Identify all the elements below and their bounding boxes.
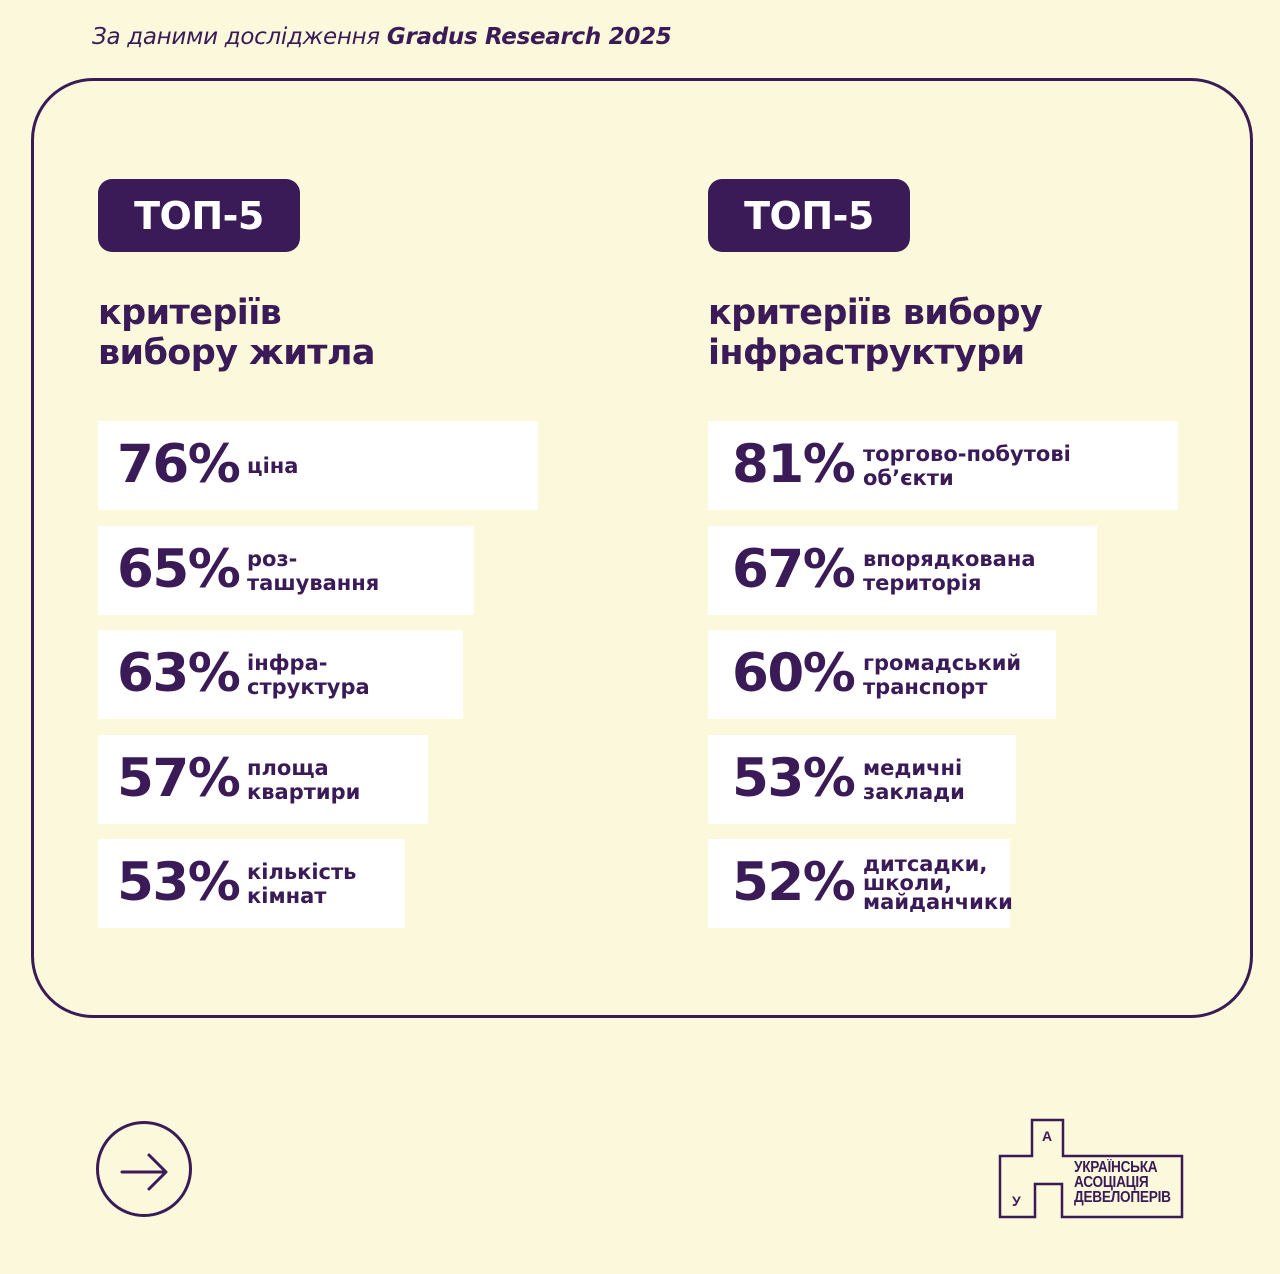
bar: 76% ціна	[98, 421, 538, 510]
bar: 52% дитсадки, школи, майданчики	[708, 839, 1013, 928]
bar-label-line: впорядкована	[863, 547, 1036, 571]
bar-label: кількість кімнат	[247, 860, 356, 908]
bar: 81% торгово-побутові об’єкти	[708, 421, 1178, 510]
next-slide-button[interactable]	[96, 1121, 192, 1217]
bar-label-line: структура	[247, 675, 370, 699]
arrow-right-icon	[120, 1153, 168, 1191]
bar-label-line: кількість	[247, 860, 357, 884]
bar-label: громадський транспорт	[863, 651, 1021, 699]
bar-label-line: площа	[247, 756, 329, 780]
bar-label-line: квартири	[247, 780, 361, 804]
bar-label-line: громадський	[863, 651, 1022, 675]
bar-label: торгово-побутові об’єкти	[863, 442, 1071, 490]
panel-heading-line: вибору житла	[98, 333, 376, 373]
panel-heading-line: критеріїв	[98, 293, 282, 333]
bar-label-line: торгово-побутові	[863, 442, 1071, 466]
bar: 53% кількість кімнат	[98, 839, 405, 928]
logo-line: УКРАЇНСЬКА	[1074, 1159, 1158, 1176]
bar: 67% впорядкована територія	[708, 526, 1097, 615]
bar-label: площа квартири	[247, 756, 360, 804]
bar-label: впорядкована територія	[863, 547, 1036, 595]
bar-label: дитсадки, школи, майданчики	[863, 852, 1013, 914]
bar-value: 65%	[117, 539, 241, 600]
bar-label-line: територія	[863, 571, 982, 595]
bar-value: 53%	[732, 748, 856, 809]
bar-label-line: майданчики	[863, 890, 1013, 914]
bar-label-line: дитсадки,	[863, 852, 988, 876]
bar-label: медичні заклади	[863, 756, 965, 804]
bar-value: 57%	[117, 748, 241, 809]
bar-label: інфра-структура	[247, 651, 370, 699]
bar-label-line: інфра-	[247, 651, 328, 675]
bar-value: 60%	[732, 643, 856, 704]
bar-label: ціна	[247, 454, 298, 478]
bar-label-line: ціна	[247, 454, 299, 478]
panel-heading-line: критеріїв вибору	[708, 293, 1043, 333]
bar-value: 67%	[732, 539, 856, 600]
bar-label-line: школи,	[863, 871, 953, 895]
bar: 60% громадський транспорт	[708, 630, 1056, 719]
logo-letter-a: А	[1042, 1128, 1053, 1144]
bar-value: 53%	[117, 852, 241, 913]
source-highlight: Gradus Research 2025	[386, 24, 672, 50]
bar-value: 52%	[732, 852, 856, 913]
source-note: За даними дослідження Gradus Research 20…	[92, 24, 672, 50]
logo-wordmark: УКРАЇНСЬКА АСОЦІАЦІЯ ДЕВЕЛОПЕРІВ	[1074, 1159, 1171, 1206]
panel-heading-line: інфраструктури	[708, 333, 1025, 373]
house-icon	[998, 1118, 1184, 1219]
bar-label-line: транспорт	[863, 675, 988, 699]
bar-label-line: заклади	[863, 780, 965, 804]
association-logo: А У УКРАЇНСЬКА АСОЦІАЦІЯ ДЕВЕЛОПЕРІВ	[998, 1118, 1184, 1220]
bar-label: роз-ташування	[247, 547, 379, 595]
bar-label-line: ташування	[247, 571, 380, 595]
bar-label-line: кімнат	[247, 884, 327, 908]
panel-heading: критеріїв вибору інфраструктури	[708, 293, 1043, 373]
logo-letter-u: У	[1012, 1193, 1021, 1209]
bar: 57% площа квартири	[98, 735, 428, 824]
source-prefix: За даними дослідження	[92, 24, 387, 50]
bar-value: 76%	[117, 434, 241, 495]
bar: 53% медичні заклади	[708, 735, 1016, 824]
logo-line: ДЕВЕЛОПЕРІВ	[1074, 1189, 1171, 1206]
bar-value: 81%	[732, 434, 856, 495]
bar-value: 63%	[117, 643, 241, 704]
top5-badge: ТОП-5	[98, 179, 300, 252]
top5-badge: ТОП-5	[708, 179, 910, 252]
bar: 63% інфра-структура	[98, 630, 463, 719]
bar-label-line: медичні	[863, 756, 963, 780]
logo-line: АСОЦІАЦІЯ	[1074, 1174, 1149, 1191]
infographic-card: ТОП-5 критеріїв вибору житла 76% ціна 65% р…	[31, 78, 1253, 1018]
panel-heading: критеріїв вибору житла	[98, 293, 376, 373]
bar-label-line: об’єкти	[863, 466, 954, 490]
bar-label-line: роз-	[247, 547, 298, 571]
bar: 65% роз-ташування	[98, 526, 474, 615]
